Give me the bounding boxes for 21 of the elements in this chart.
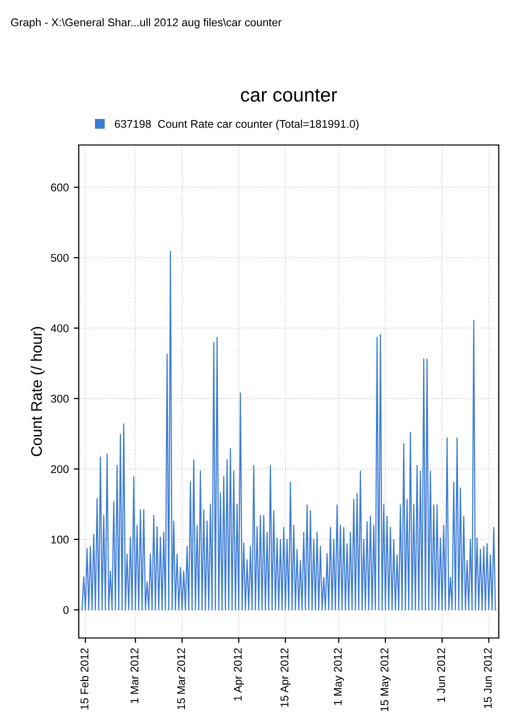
y-tick-label: 200: [51, 465, 69, 474]
x-tick-label: 15 Mar 2012: [177, 648, 186, 710]
y-tick-label: 0: [63, 606, 69, 614]
legend-label: 637198 Count Rate car counter (Total=181991.0): [114, 120, 359, 130]
line-series: [82, 250, 496, 610]
y-axis-title: Count Rate (/ hour): [30, 327, 45, 456]
text: Graph - X:\General Shar...ull 2012 aug files\car counter: [11, 18, 282, 28]
x-tick-label: 15 Feb 2012: [80, 648, 88, 710]
x-tick-label: 1 Jun 2012: [437, 648, 446, 702]
x-tick-label: 15 May 2012: [380, 648, 391, 712]
chart-title: car counter: [240, 88, 338, 102]
x-tick-label: 1 Apr 2012: [234, 648, 244, 701]
y-tick-label: 400: [50, 324, 69, 332]
x-tick-label: 15 Jun 2012: [484, 648, 492, 708]
y-tick-label: 600: [51, 184, 69, 192]
y-tick-label: 100: [51, 536, 69, 544]
x-tick-label: 15 Apr 2012: [280, 648, 291, 707]
y-tick-label: 500: [50, 254, 69, 262]
x-tick-label: 1 May 2012: [334, 648, 344, 705]
y-tick-label: 300: [50, 394, 69, 403]
x-tick-label: 1 Mar 2012: [130, 648, 138, 704]
